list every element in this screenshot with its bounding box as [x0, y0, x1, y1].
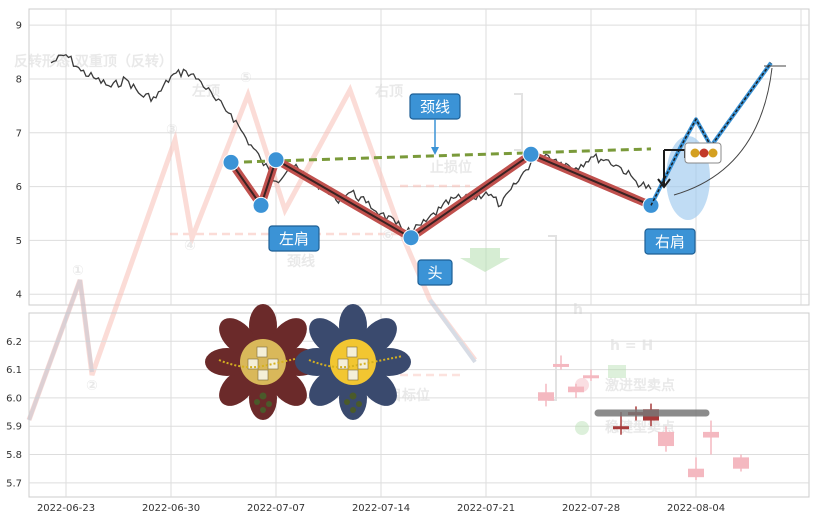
- x-tick-label: 2022-07-07: [247, 503, 305, 514]
- lower-y-tick-label: 6.2: [6, 337, 22, 348]
- upper-y-tick-label: 6: [16, 182, 22, 193]
- right-shoulder-callout-label: 右肩: [655, 233, 685, 251]
- pattern-node: [522, 145, 540, 163]
- lower-grid: [29, 313, 809, 497]
- candle-body: [553, 363, 569, 367]
- x-tick-label: 2022-06-23: [37, 503, 95, 514]
- watermark-label-target: 目标位: [388, 387, 430, 404]
- pattern-node: [267, 151, 285, 169]
- watermark-bracket-1: [514, 93, 523, 151]
- x-tick-label: 2022-07-28: [562, 503, 620, 514]
- lower-y-tick-label: 5.8: [6, 450, 22, 461]
- flower-petal: [339, 304, 367, 348]
- candle-body: [688, 468, 704, 478]
- candle-body: [658, 431, 674, 447]
- lower-y-ticks: 5.7 5.8 5.9 6.0 6.1 6.2: [6, 337, 22, 490]
- neckline: [230, 147, 652, 164]
- candle-body: [613, 426, 629, 430]
- watermark-layer: 反转形态 双重顶（反转） 左顶 右顶 止损位 颈线 h h = H 激进型卖点 …: [14, 53, 675, 436]
- upper-y-tick-label: 5: [16, 236, 22, 247]
- pattern-node: [402, 229, 420, 247]
- candle-body: [703, 431, 719, 438]
- watermark-label-aggressive: 激进型卖点: [605, 377, 675, 394]
- watermark-arrow-line: [428, 298, 477, 364]
- watermark-label-neck: 颈线: [286, 253, 315, 270]
- watermark-num-5: ⑤: [240, 70, 252, 86]
- badge-icon: [684, 142, 722, 164]
- lower-watermark: [27, 279, 626, 435]
- pattern-node: [642, 196, 660, 214]
- watermark-label-stop: 止损位: [430, 159, 472, 176]
- pattern-nodes: [222, 145, 660, 247]
- left-shoulder-callout-label: 左肩: [279, 230, 309, 248]
- lower-sell-icon: [575, 378, 589, 392]
- head-callout-label: 头: [427, 264, 442, 282]
- lower-steady-icon: [575, 421, 589, 435]
- neckline-callout-label: 颈线: [420, 98, 450, 116]
- pattern-layer: [222, 61, 786, 247]
- lower-y-tick-label: 5.9: [6, 422, 22, 433]
- breakout-arrow: [657, 150, 671, 189]
- lower-buy-marker: [608, 365, 626, 378]
- neckline-callout: 颈线: [409, 93, 461, 155]
- watermark-down-arrow: [460, 248, 510, 272]
- watermark-label-right-top: 右顶: [374, 83, 403, 100]
- x-ticks: 2022-06-23 2022-06-30 2022-07-07 2022-07-14…: [37, 503, 725, 514]
- watermark-num-6: ⑥: [382, 228, 394, 244]
- flower-petal: [367, 348, 411, 376]
- watermark-num-1: ①: [72, 263, 84, 279]
- lower-panel: 5.75.85.96.06.16.2 2022-06-23 2022-06-30 2…: [6, 279, 810, 514]
- upper-y-tick-label: 8: [16, 74, 22, 85]
- watermark-num-4: ④: [184, 238, 196, 254]
- lower-watermark-line: [27, 279, 94, 421]
- upper-y-ticks: 4 5 6 7 8 9: [16, 21, 22, 301]
- candle-body: [583, 375, 599, 379]
- candle-body: [538, 392, 554, 401]
- callouts: 颈线 左肩 头 右肩: [268, 93, 696, 286]
- watermark-label-hH: h = H: [610, 338, 653, 354]
- candles: [538, 355, 749, 481]
- candle-body: [568, 386, 584, 393]
- projection-curve: [673, 67, 773, 196]
- lower-panel-frame: [28, 312, 810, 498]
- watermark-label-left-top: 左顶: [191, 83, 220, 100]
- x-tick-label: 2022-08-04: [667, 503, 725, 514]
- flower-petal: [249, 304, 277, 348]
- lower-y-tick-label: 6.1: [6, 365, 22, 376]
- left-shoulder-callout: 左肩: [268, 225, 320, 252]
- pattern-node: [222, 153, 240, 171]
- right-shoulder-callout: 右肩: [644, 228, 696, 255]
- x-tick-label: 2022-07-14: [352, 503, 410, 514]
- watermark-num-2: ②: [86, 378, 98, 394]
- watermark-pattern-line: [26, 83, 477, 421]
- x-tick-label: 2022-07-21: [457, 503, 515, 514]
- pattern-line-inner: [230, 153, 652, 239]
- watermark-title: 反转形态 双重顶（反转）: [14, 53, 173, 70]
- upper-y-tick-label: 4: [16, 290, 22, 301]
- upper-y-tick-label: 7: [16, 128, 22, 139]
- watermark-label-h: h: [573, 302, 583, 318]
- head-callout: 头: [417, 259, 453, 286]
- x-tick-label: 2022-06-30: [142, 503, 200, 514]
- watermark-label-steady: 稳健型卖点: [605, 419, 675, 436]
- lower-y-tick-label: 6.0: [6, 393, 22, 404]
- projection-line-core: [650, 62, 772, 206]
- watermark-num-3: ③: [166, 122, 178, 138]
- candle-body: [733, 457, 749, 469]
- pattern-node: [252, 196, 270, 214]
- upper-y-tick-label: 9: [16, 21, 22, 32]
- flower-decor-2: [295, 304, 411, 420]
- lower-y-tick-label: 5.7: [6, 478, 22, 489]
